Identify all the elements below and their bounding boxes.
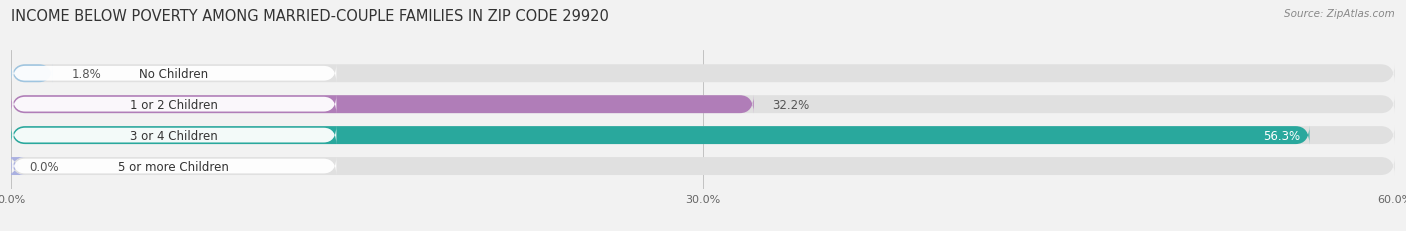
FancyBboxPatch shape xyxy=(11,157,1395,176)
Text: 3 or 4 Children: 3 or 4 Children xyxy=(129,129,218,142)
Text: 1.8%: 1.8% xyxy=(72,67,101,80)
FancyBboxPatch shape xyxy=(11,95,1395,114)
Text: 1 or 2 Children: 1 or 2 Children xyxy=(129,98,218,111)
Text: 5 or more Children: 5 or more Children xyxy=(118,160,229,173)
FancyBboxPatch shape xyxy=(11,64,1395,83)
FancyBboxPatch shape xyxy=(11,64,53,83)
FancyBboxPatch shape xyxy=(11,126,1395,145)
FancyBboxPatch shape xyxy=(13,126,336,145)
Text: Source: ZipAtlas.com: Source: ZipAtlas.com xyxy=(1284,9,1395,19)
FancyBboxPatch shape xyxy=(11,126,1309,145)
Text: 56.3%: 56.3% xyxy=(1263,129,1301,142)
FancyBboxPatch shape xyxy=(13,95,336,114)
FancyBboxPatch shape xyxy=(13,157,336,176)
FancyBboxPatch shape xyxy=(13,64,336,84)
FancyBboxPatch shape xyxy=(4,157,25,176)
Text: No Children: No Children xyxy=(139,67,208,80)
Text: 0.0%: 0.0% xyxy=(30,160,59,173)
Text: INCOME BELOW POVERTY AMONG MARRIED-COUPLE FAMILIES IN ZIP CODE 29920: INCOME BELOW POVERTY AMONG MARRIED-COUPL… xyxy=(11,9,609,24)
Text: 32.2%: 32.2% xyxy=(772,98,810,111)
FancyBboxPatch shape xyxy=(11,95,754,114)
